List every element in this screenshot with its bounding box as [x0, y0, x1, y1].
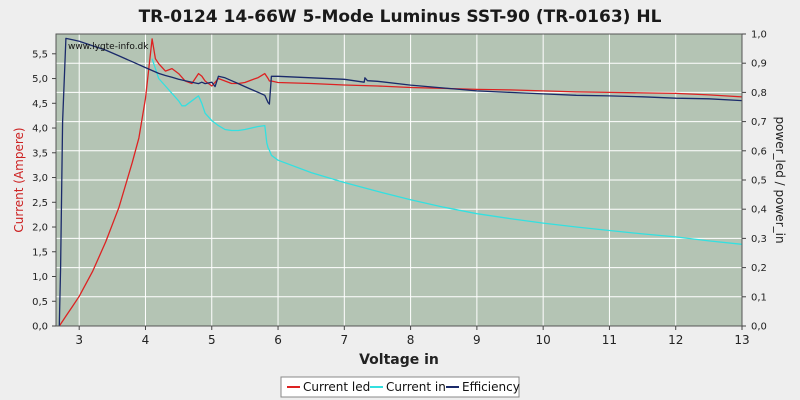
legend-label-current-led: Current led [303, 380, 370, 394]
y-right-tick-label: 0,7 [751, 117, 767, 128]
y-left-tick-label: 0,0 [32, 322, 48, 333]
y-left-tick-label: 2,5 [32, 198, 48, 209]
grid [56, 34, 742, 326]
x-tick-label: 10 [536, 333, 551, 347]
y-left-tick-label: 5,5 [32, 49, 48, 60]
y-left-tick-label: 3,0 [32, 173, 48, 184]
legend-label-efficiency: Efficiency [462, 380, 520, 394]
series-line-current-led [58, 38, 743, 327]
x-tick-label: 5 [208, 333, 216, 347]
y-right-tick-label: 0,3 [751, 234, 767, 245]
series-line-current-in [151, 58, 743, 245]
x-tick-label: 12 [668, 333, 683, 347]
y-right-tick-label: 0,1 [751, 292, 767, 303]
y-axis-left-label: Current (Ampere) [12, 127, 26, 232]
y-right-tick-label: 0,5 [751, 176, 767, 187]
x-tick-label: 7 [340, 333, 348, 347]
chart-title: TR-0124 14-66W 5-Mode Luminus SST-90 (TR… [139, 7, 662, 27]
series-line-efficiency [58, 37, 743, 327]
x-tick-label: 4 [142, 333, 150, 347]
x-tick-label: 13 [734, 333, 749, 347]
y-axis-right-label: power_led / power_in [773, 116, 787, 243]
y-right-tick-label: 1,0 [751, 30, 767, 41]
y-axis-right: 0,0 0,1 0,2 0,3 0,4 0,5 0,6 0,7 0,8 0,9 1,0 [742, 30, 767, 333]
x-axis: 3 4 5 6 7 8 9 10 11 12 13 [75, 326, 750, 347]
x-tick-label: 8 [407, 333, 415, 347]
x-axis-label: Voltage in [359, 352, 439, 368]
y-axis-left: 0,0 0,5 1,0 1,5 2,0 2,5 3,0 3,5 4,0 4,5 5,0 5,5 [32, 49, 56, 333]
y-left-tick-label: 5,0 [32, 74, 48, 85]
series-layer [58, 37, 743, 327]
y-right-tick-label: 0,9 [751, 59, 767, 70]
y-left-tick-label: 0,5 [32, 297, 48, 308]
y-right-tick-label: 0,2 [751, 263, 767, 274]
x-tick-label: 9 [473, 333, 481, 347]
y-left-tick-label: 4,0 [32, 124, 48, 135]
y-left-tick-label: 2,0 [32, 223, 48, 234]
y-right-tick-label: 0,0 [751, 322, 767, 333]
y-right-tick-label: 0,8 [751, 88, 767, 99]
legend-label-current-in: Current in [386, 380, 446, 394]
y-left-tick-label: 1,0 [32, 272, 48, 283]
legend: Current led Current in Efficiency [280, 376, 520, 398]
y-left-tick-label: 3,5 [32, 148, 48, 159]
x-tick-label: 6 [274, 333, 282, 347]
y-right-tick-label: 0,4 [751, 205, 767, 216]
y-left-tick-label: 4,5 [32, 99, 48, 110]
watermark: www.lygte-info.dk [68, 42, 149, 52]
x-tick-label: 3 [75, 333, 83, 347]
legend-box [280, 376, 520, 398]
x-tick-label: 11 [602, 333, 617, 347]
y-right-tick-label: 0,6 [751, 146, 767, 157]
y-left-tick-label: 1,5 [32, 247, 48, 258]
